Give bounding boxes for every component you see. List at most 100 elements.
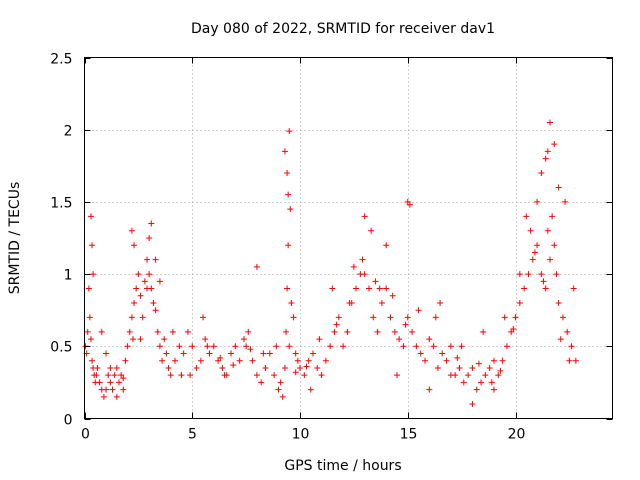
data-point	[94, 364, 101, 371]
data-point	[490, 357, 497, 364]
data-point	[297, 364, 304, 371]
data-point	[542, 285, 549, 292]
data-point	[103, 350, 110, 357]
data-point	[258, 379, 265, 386]
data-point	[230, 362, 237, 369]
data-point	[200, 314, 207, 321]
data-point	[193, 364, 200, 371]
data-point	[197, 357, 204, 364]
plot-frame	[84, 57, 613, 419]
data-point	[124, 343, 131, 350]
y-tick-label: 1	[64, 268, 73, 284]
data-point	[564, 328, 571, 335]
data-point	[316, 336, 323, 343]
data-point	[84, 328, 91, 335]
data-point	[521, 285, 528, 292]
data-point	[538, 271, 545, 278]
data-point	[534, 198, 541, 205]
x-tick-label: 0	[81, 427, 90, 443]
data-point	[404, 314, 411, 321]
data-point	[553, 271, 560, 278]
data-point	[288, 299, 295, 306]
data-point	[87, 213, 94, 220]
data-point	[103, 386, 110, 393]
data-point	[152, 256, 159, 263]
data-point	[294, 357, 301, 364]
data-point	[100, 393, 107, 400]
data-point	[141, 278, 148, 285]
data-point	[253, 372, 260, 379]
data-point	[333, 321, 340, 328]
data-point	[148, 220, 155, 227]
data-point	[368, 227, 375, 234]
data-point	[534, 242, 541, 249]
data-point	[378, 299, 385, 306]
y-tick-label: 2.5	[50, 52, 72, 68]
data-point	[538, 170, 545, 177]
data-point	[228, 350, 235, 357]
data-point	[540, 278, 547, 285]
data-point	[370, 314, 377, 321]
data-points	[82, 119, 579, 408]
data-point	[387, 314, 394, 321]
data-point	[146, 271, 153, 278]
data-point	[236, 357, 243, 364]
data-point	[488, 379, 495, 386]
data-point	[187, 372, 194, 379]
data-point	[359, 256, 366, 263]
data-point	[365, 285, 372, 292]
data-point	[156, 278, 163, 285]
data-point	[547, 256, 554, 263]
data-point	[322, 357, 329, 364]
data-point	[146, 235, 153, 241]
data-point	[240, 336, 247, 343]
data-point	[329, 285, 336, 292]
y-tick-label: 2	[64, 124, 73, 140]
data-point	[120, 386, 127, 393]
data-point	[286, 343, 293, 350]
data-point	[135, 271, 142, 278]
data-point	[249, 357, 256, 364]
data-point	[486, 364, 493, 371]
data-point	[122, 357, 129, 364]
data-point	[284, 170, 291, 177]
data-point	[303, 363, 310, 370]
data-point	[422, 357, 429, 364]
data-point	[383, 285, 390, 292]
data-point	[204, 343, 211, 350]
data-point	[180, 350, 187, 357]
data-point	[113, 393, 120, 400]
data-point	[126, 328, 133, 335]
data-point	[262, 364, 269, 371]
data-point	[109, 386, 116, 393]
data-point	[340, 343, 347, 350]
data-point	[391, 328, 398, 335]
data-point	[176, 343, 183, 350]
data-point	[131, 242, 138, 249]
data-point	[456, 364, 463, 371]
data-point	[335, 314, 342, 321]
data-point	[243, 343, 250, 350]
data-point	[350, 263, 357, 270]
data-point	[516, 299, 523, 306]
data-point	[273, 343, 280, 350]
data-point	[301, 372, 308, 379]
data-point	[247, 346, 254, 353]
data-point	[413, 343, 420, 350]
data-point	[426, 336, 433, 343]
data-point	[115, 379, 122, 386]
data-point	[167, 372, 174, 379]
data-point	[346, 299, 353, 306]
y-tick-label: 0	[64, 413, 73, 429]
data-point	[437, 299, 444, 306]
data-point	[178, 372, 185, 379]
data-point	[113, 364, 120, 371]
data-point	[131, 299, 138, 306]
y-tick-label: 1.5	[50, 196, 72, 212]
data-point	[318, 372, 325, 379]
data-point	[447, 343, 454, 350]
data-point	[90, 271, 97, 278]
data-point	[562, 198, 569, 205]
data-point	[260, 350, 267, 357]
